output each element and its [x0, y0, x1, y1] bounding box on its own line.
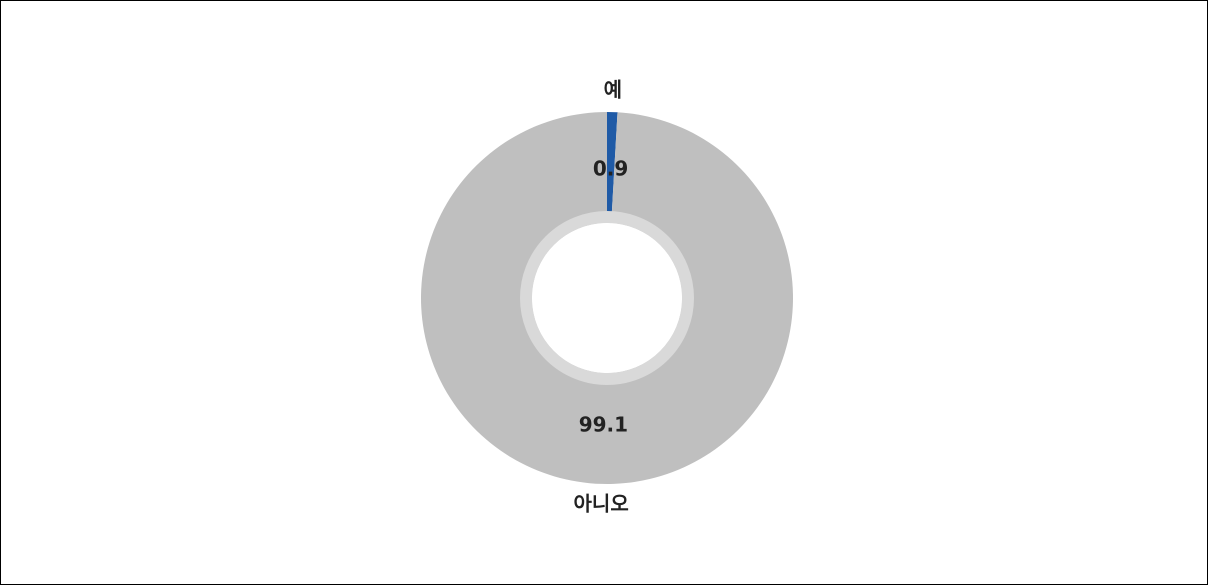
- hole: [532, 223, 682, 373]
- slice: [421, 112, 794, 485]
- category-label: 예: [604, 78, 622, 102]
- slice: [607, 112, 618, 224]
- slices: [421, 112, 794, 485]
- value-label: 0.9: [593, 157, 628, 181]
- category-label: 아니오: [574, 491, 629, 515]
- inner-ring: [520, 211, 694, 385]
- value-label: 99.1: [579, 412, 628, 436]
